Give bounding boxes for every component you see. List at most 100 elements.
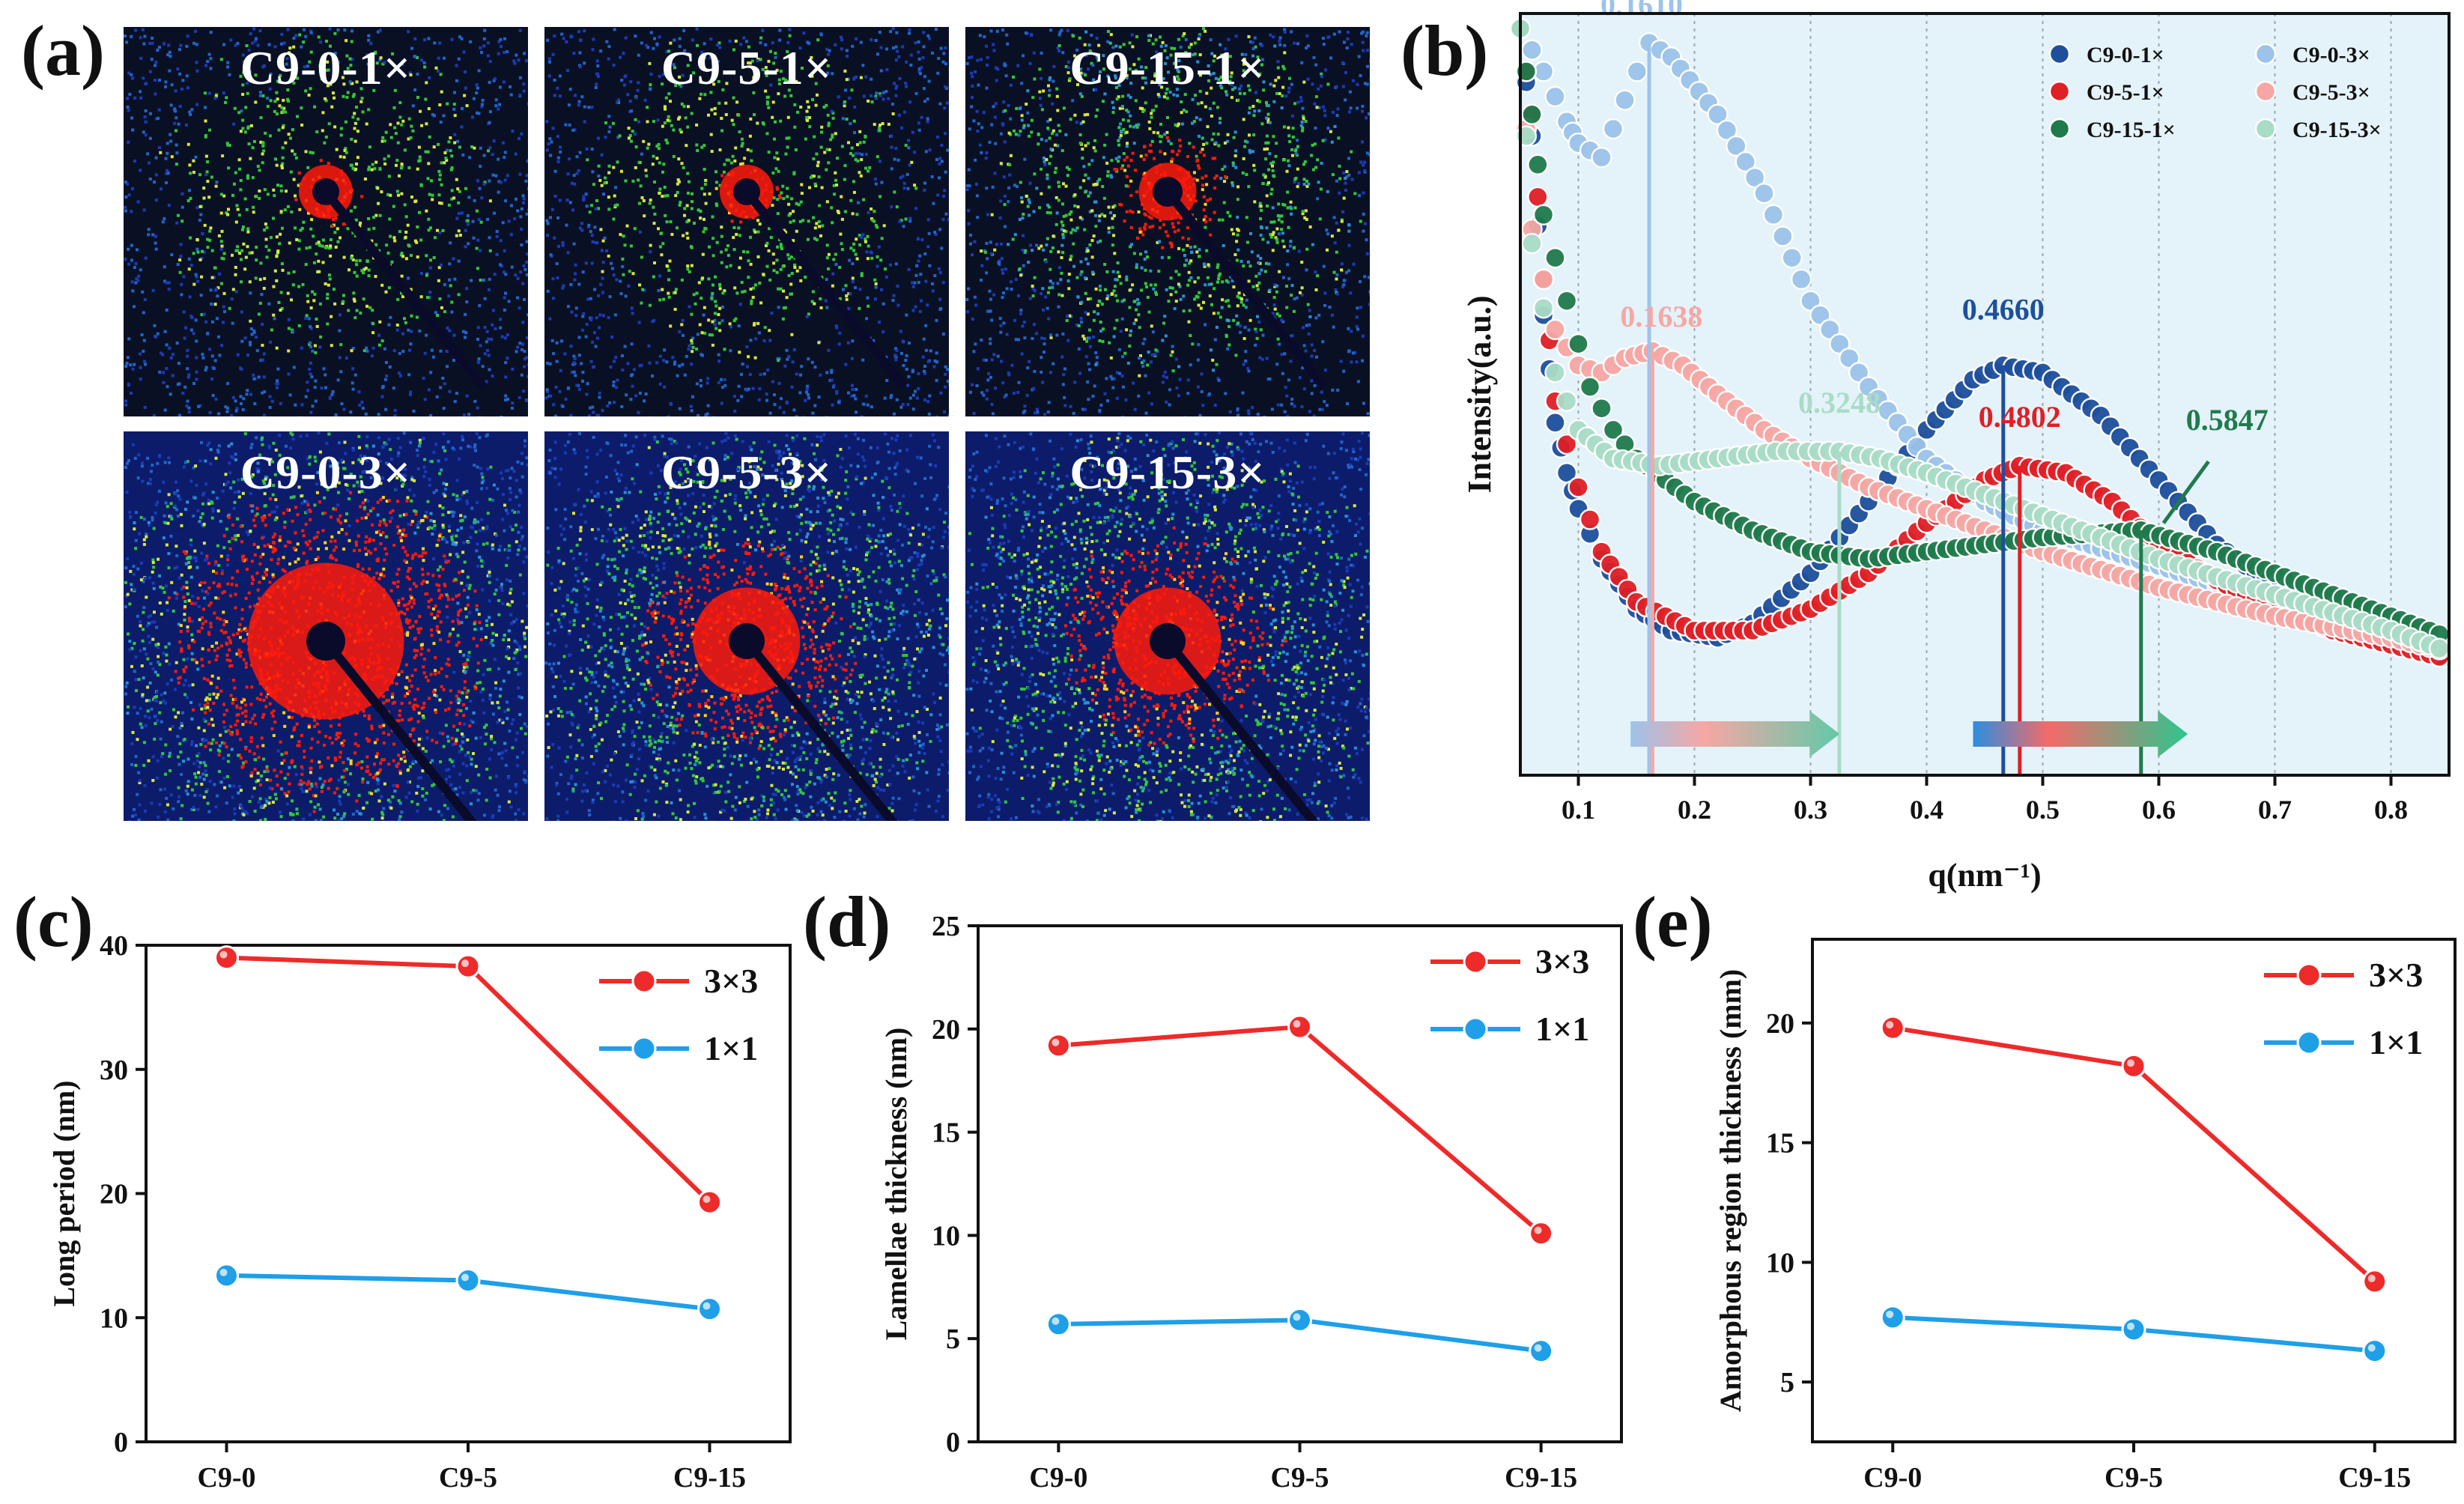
series-line <box>226 955 711 1204</box>
data-point <box>1287 1014 1312 1040</box>
peak-label: 0.1638 <box>1620 300 1702 333</box>
x-tick-label: 0.7 <box>2258 795 2292 825</box>
legend-marker <box>2296 962 2322 988</box>
saxs-pattern <box>544 431 949 821</box>
series-1×1 <box>1046 1016 1554 1364</box>
peak-label: 0.5847 <box>2186 403 2269 437</box>
data-point <box>1568 333 1589 355</box>
data-point <box>1753 182 1775 204</box>
saxs-label: C9-0-1× <box>240 41 412 94</box>
saxs-pattern <box>124 27 528 416</box>
data-point-highlight <box>1052 1038 1060 1046</box>
y-axis-label: Lamellae thickness (nm) <box>879 1028 913 1341</box>
series-line <box>1058 1317 1542 1353</box>
data-point-highlight <box>1886 1310 1894 1318</box>
data-point <box>1544 246 1566 269</box>
data-point <box>455 1268 481 1294</box>
x-tick-label: C9-5 <box>1270 1462 1329 1494</box>
data-point <box>1744 166 1766 189</box>
data-point <box>1544 412 1566 434</box>
data-point <box>1556 390 1578 412</box>
saxs-label: C9-5-3× <box>661 446 833 499</box>
x-tick-label: 0.8 <box>2374 795 2408 825</box>
data-point <box>1046 1312 1071 1337</box>
legend-marker <box>2254 43 2277 65</box>
plot-area <box>1520 13 2449 775</box>
saxs-image-c9-0-3x: C9-0-3× <box>124 431 528 821</box>
series-line <box>226 1273 710 1312</box>
x-tick-label: 0.1 <box>1562 795 1595 825</box>
legend-label: C9-5-1× <box>2087 80 2164 105</box>
beam-stop-arm <box>322 189 487 389</box>
legend-marker <box>631 968 657 994</box>
saxs-speckle <box>124 27 528 416</box>
data-point <box>1819 318 1841 341</box>
data-point <box>1046 1033 1071 1058</box>
data-point <box>2121 1053 2146 1079</box>
series-5 <box>1509 17 2451 660</box>
data-point-highlight <box>703 1302 711 1310</box>
legend-label: 1×1 <box>2369 1023 2423 1061</box>
y-axis-label: Long period (nm) <box>47 1080 81 1306</box>
saxs-intensity-chart: 0.1610 0.1638 0.3248 0.4660 0.4802 0.5847 0.1 0… <box>1461 0 2451 894</box>
data-point-highlight <box>1534 1226 1542 1234</box>
data-point-highlight <box>1293 1313 1301 1321</box>
panel-letter-d: (d) <box>803 882 891 962</box>
data-point <box>1790 268 1812 291</box>
saxs-pattern <box>124 431 528 821</box>
beam-stop-arm <box>1164 638 1319 821</box>
legend-label: C9-15-1× <box>2087 118 2176 142</box>
x-tick-label: C9-15 <box>2338 1462 2411 1494</box>
series-line <box>1892 1025 2376 1284</box>
y-tick-label: 20 <box>1766 1008 1794 1040</box>
y-tick-label: 15 <box>932 1118 960 1149</box>
data-point-highlight <box>2127 1322 2134 1330</box>
data-point <box>1544 85 1566 108</box>
data-point <box>1556 290 1578 312</box>
x-tick-label: 0.3 <box>1794 795 1827 825</box>
data-point <box>1521 103 1543 126</box>
saxs-image-c9-15-1x: C9-15-1× <box>965 27 1370 416</box>
data-point-highlight <box>2367 1344 2376 1352</box>
data-point <box>1521 232 1543 255</box>
legend-marker <box>1463 1016 1488 1042</box>
saxs-pattern <box>965 27 1370 416</box>
legend-label: 1×1 <box>704 1029 758 1067</box>
data-point <box>1707 103 1729 126</box>
data-point <box>214 1263 239 1288</box>
legend-marker <box>1463 949 1488 974</box>
y-tick-label: 20 <box>932 1014 960 1046</box>
data-point <box>1287 1307 1312 1332</box>
data-point <box>2362 1338 2388 1364</box>
panel-letter-e: (e) <box>1633 882 1713 962</box>
data-point-highlight <box>219 1268 228 1276</box>
data-point <box>1614 89 1636 111</box>
data-point <box>1544 362 1566 383</box>
peak-label: 0.4660 <box>1962 293 2045 327</box>
legend-label: 1×1 <box>1535 1010 1589 1048</box>
data-point <box>1579 509 1601 530</box>
x-tick-label: C9-0 <box>197 1462 255 1494</box>
data-point <box>1527 154 1549 176</box>
saxs-image-grid: C9-0-1× C9-5-1× C9-15-1× C9-0-3× C9-5-3×… <box>124 27 1370 821</box>
y-tick-label: 10 <box>932 1220 960 1252</box>
plot-frame <box>977 924 1623 1443</box>
legend-label: C9-0-1× <box>2087 43 2164 67</box>
x-tick-label: C9-0 <box>1029 1462 1087 1494</box>
saxs-image-c9-15-3x: C9-15-3× <box>965 431 1370 821</box>
shift-arrow <box>1630 711 1840 757</box>
y-tick-label: 15 <box>1766 1128 1794 1159</box>
series-3×3 <box>1046 949 1554 1246</box>
legend-label: 3×3 <box>2369 956 2423 994</box>
legend-marker <box>2254 118 2277 140</box>
data-point <box>1602 118 1624 140</box>
data-point-highlight <box>2127 1059 2134 1067</box>
legend-marker <box>2296 1030 2322 1055</box>
data-point <box>697 1297 722 1322</box>
data-point-highlight <box>219 950 228 959</box>
legend-marker <box>2048 118 2071 140</box>
data-point <box>1532 268 1555 291</box>
data-point <box>1591 147 1612 169</box>
y-tick-label: 5 <box>1780 1367 1794 1398</box>
x-tick-label: C9-5 <box>439 1462 497 1494</box>
